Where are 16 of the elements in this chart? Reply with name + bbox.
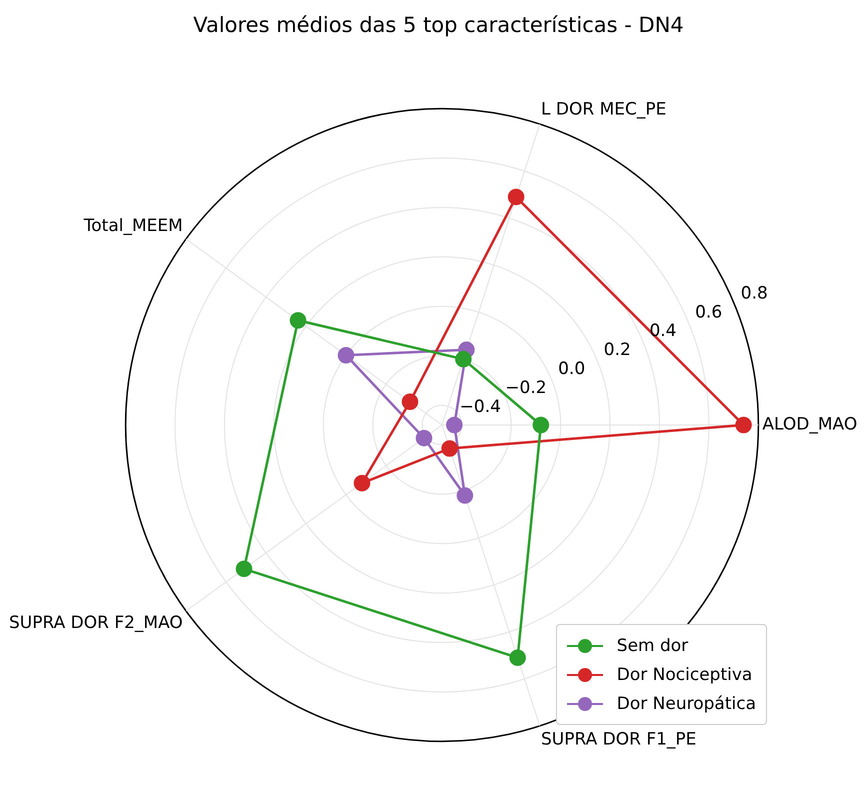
legend-label: Dor Neuropática xyxy=(616,694,756,714)
y-tick-label: 0.6 xyxy=(695,302,722,322)
y-tick-label: 0.4 xyxy=(649,321,676,342)
spoke-label: SUPRA DOR F1_PE xyxy=(541,729,696,750)
spoke-label: SUPRA DOR F2_MAO xyxy=(8,612,183,633)
y-tick-label: −0.4 xyxy=(460,396,501,417)
spoke-label: ALOD_MAO xyxy=(762,414,858,434)
y-tick-label: 0.0 xyxy=(558,359,586,380)
legend-label: Sem dor xyxy=(616,636,688,656)
y-tick-label: 0.2 xyxy=(604,340,631,360)
y-tick-label: 0.8 xyxy=(740,283,768,304)
chart-title: Valores médios das 5 top características - DN4 xyxy=(193,13,684,38)
legend-label: Dor Nociceptiva xyxy=(616,664,752,684)
spoke-label: L DOR MEC_PE xyxy=(541,100,666,120)
spoke-label: Total_MEEM xyxy=(82,216,183,236)
y-tick-label: −0.2 xyxy=(505,378,547,398)
